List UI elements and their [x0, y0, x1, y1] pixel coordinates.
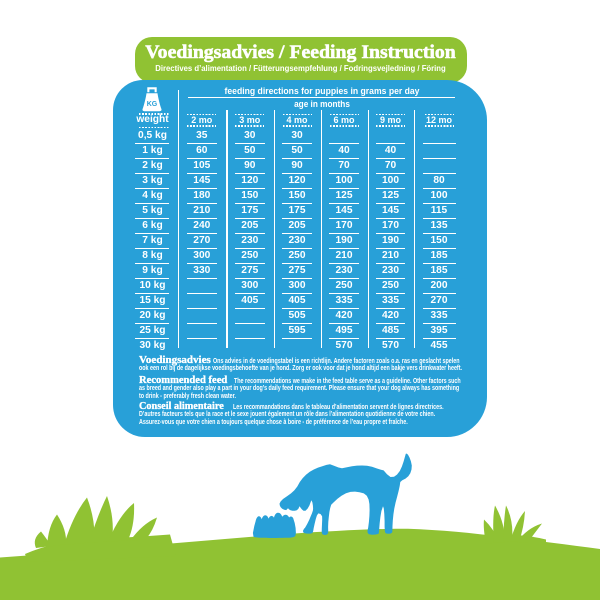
svg-text:KG: KG	[147, 101, 158, 108]
